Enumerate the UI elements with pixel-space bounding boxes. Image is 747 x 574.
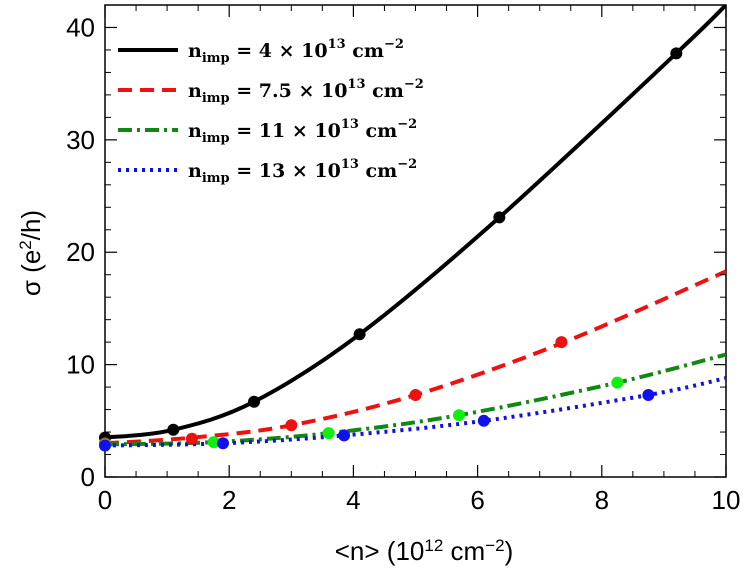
- legend-label-2: nimp = 7.5 × 1013 cm−2: [188, 77, 424, 106]
- axis-ticks: 0 2 4 6 8 10 0 10 20 30 40: [66, 4, 741, 515]
- data-point-series-2: [409, 388, 422, 401]
- data-point-series-2: [555, 336, 568, 349]
- series-line-1: [105, 5, 726, 440]
- data-point-series-1: [167, 423, 180, 436]
- legend-label-3: nimp = 11 × 1013 cm−2: [188, 117, 417, 146]
- data-point-series-4: [338, 429, 351, 442]
- data-point-series-4: [99, 439, 111, 452]
- data-point-series-3: [452, 409, 465, 422]
- plot-area: [104, 4, 727, 478]
- y-tick-label: 30: [66, 125, 95, 155]
- x-tick-label: 2: [222, 485, 236, 515]
- legend: nimp = 4 × 1013 cm−2 nimp = 7.5 × 1013 cm…: [118, 37, 424, 186]
- data-point-series-4: [216, 437, 229, 450]
- series-line-2: [105, 269, 726, 446]
- data-point-series-2: [185, 432, 198, 445]
- data-point-series-3: [611, 376, 624, 389]
- series-group: [99, 5, 726, 452]
- data-point-series-1: [493, 211, 506, 224]
- x-tick-label: 10: [712, 485, 741, 515]
- y-tick-label: 40: [66, 12, 95, 42]
- y-tick-label: 20: [66, 237, 95, 267]
- x-tick-label: 6: [470, 485, 484, 515]
- data-point-series-3: [322, 427, 335, 440]
- data-point-series-1: [248, 395, 261, 408]
- data-point-series-2: [285, 419, 298, 432]
- data-point-series-1: [670, 47, 683, 60]
- data-point-series-4: [642, 388, 655, 401]
- x-tick-label: 4: [346, 485, 360, 515]
- series-line-3: [105, 352, 726, 447]
- x-tick-label: 0: [98, 485, 112, 515]
- y-tick-label: 10: [66, 350, 95, 380]
- y-axis-label: σ (e2/h): [16, 210, 47, 296]
- x-axis-label: <n> (1012 cm−2): [335, 536, 514, 567]
- data-point-series-4: [477, 414, 490, 427]
- data-point-series-3: [207, 436, 220, 449]
- x-tick-label: 8: [595, 485, 609, 515]
- legend-label-1: nimp = 4 × 1013 cm−2: [188, 37, 404, 66]
- plot-frame: [104, 4, 727, 478]
- data-point-series-1: [353, 328, 366, 341]
- legend-label-4: nimp = 13 × 1013 cm−2: [188, 157, 417, 186]
- y-tick-label: 0: [81, 462, 95, 492]
